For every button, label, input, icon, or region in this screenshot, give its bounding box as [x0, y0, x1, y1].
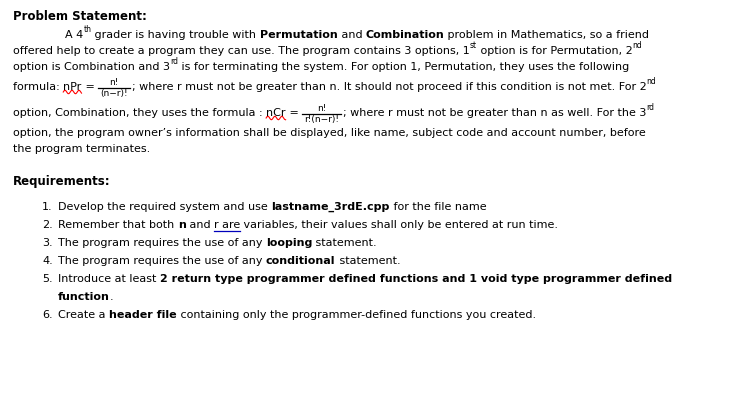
Text: looping: looping	[266, 238, 313, 248]
Text: option, Combination, they uses the formula :: option, Combination, they uses the formu…	[13, 108, 266, 118]
Text: A 4: A 4	[65, 30, 84, 40]
Text: 6.: 6.	[42, 310, 52, 320]
Text: r!(n−r)!: r!(n−r)!	[304, 115, 339, 124]
Text: problem in Mathematics, so a friend: problem in Mathematics, so a friend	[444, 30, 650, 40]
Text: and: and	[338, 30, 366, 40]
Text: Create a: Create a	[58, 310, 109, 320]
Text: conditional: conditional	[266, 256, 336, 266]
Text: containing only the programmer-defined functions you created.: containing only the programmer-defined f…	[177, 310, 536, 320]
Text: function: function	[58, 292, 110, 302]
Text: is for terminating the system. For option 1, Permutation, they uses the followin: is for terminating the system. For optio…	[178, 62, 629, 72]
Text: r are: r are	[214, 220, 240, 230]
Text: Permutation: Permutation	[259, 30, 338, 40]
Text: The program requires the use of any: The program requires the use of any	[58, 256, 266, 266]
Text: the program terminates.: the program terminates.	[13, 144, 150, 154]
Text: variables, their values shall only be entered at run time.: variables, their values shall only be en…	[240, 220, 558, 230]
Text: (n−r)!: (n−r)!	[100, 89, 128, 98]
Text: formula:: formula:	[13, 82, 64, 92]
Text: 3.: 3.	[42, 238, 52, 248]
Text: 4.: 4.	[42, 256, 52, 266]
Text: nd: nd	[633, 41, 642, 50]
Text: n!: n!	[109, 78, 118, 87]
Text: st: st	[470, 41, 477, 50]
Text: 2 return type programmer defined functions and 1 void type programmer defined: 2 return type programmer defined functio…	[160, 274, 672, 284]
Text: option is Combination and 3: option is Combination and 3	[13, 62, 170, 72]
Text: nd: nd	[646, 77, 656, 86]
Text: Combination: Combination	[366, 30, 444, 40]
Text: Requirements:: Requirements:	[13, 175, 111, 188]
Text: nPr: nPr	[64, 82, 81, 92]
Text: rd: rd	[647, 103, 654, 112]
Text: n: n	[178, 220, 185, 230]
Text: th: th	[84, 25, 91, 34]
Text: 1.: 1.	[42, 202, 52, 212]
Text: .: .	[110, 292, 114, 302]
Text: grader is having trouble with: grader is having trouble with	[91, 30, 259, 40]
Text: Problem Statement:: Problem Statement:	[13, 10, 147, 23]
Text: nCr: nCr	[266, 108, 286, 118]
Text: ; where r must not be greater than n as well. For the 3: ; where r must not be greater than n as …	[343, 108, 647, 118]
Text: lastname_3rdE.cpp: lastname_3rdE.cpp	[271, 202, 389, 212]
Text: statement.: statement.	[336, 256, 400, 266]
Text: for the file name: for the file name	[389, 202, 486, 212]
Text: option, the program owner’s information shall be displayed, like name, subject c: option, the program owner’s information …	[13, 128, 646, 138]
Text: ; where r must not be greater than n. It should not proceed if this condition is: ; where r must not be greater than n. It…	[132, 82, 646, 92]
Text: 5.: 5.	[42, 274, 52, 284]
Text: offered help to create a program they can use. The program contains 3 options, 1: offered help to create a program they ca…	[13, 46, 470, 56]
Text: statement.: statement.	[313, 238, 377, 248]
Text: and: and	[185, 220, 214, 230]
Text: =: =	[286, 108, 302, 118]
Text: rd: rd	[170, 57, 178, 66]
Text: 2.: 2.	[42, 220, 52, 230]
Text: header file: header file	[109, 310, 177, 320]
Text: The program requires the use of any: The program requires the use of any	[58, 238, 266, 248]
Text: Introduce at least: Introduce at least	[58, 274, 160, 284]
Text: option is for Permutation, 2: option is for Permutation, 2	[477, 46, 633, 56]
Text: n!: n!	[317, 104, 326, 113]
Text: Develop the required system and use: Develop the required system and use	[58, 202, 271, 212]
Text: Remember that both: Remember that both	[58, 220, 178, 230]
Text: =: =	[81, 82, 98, 92]
